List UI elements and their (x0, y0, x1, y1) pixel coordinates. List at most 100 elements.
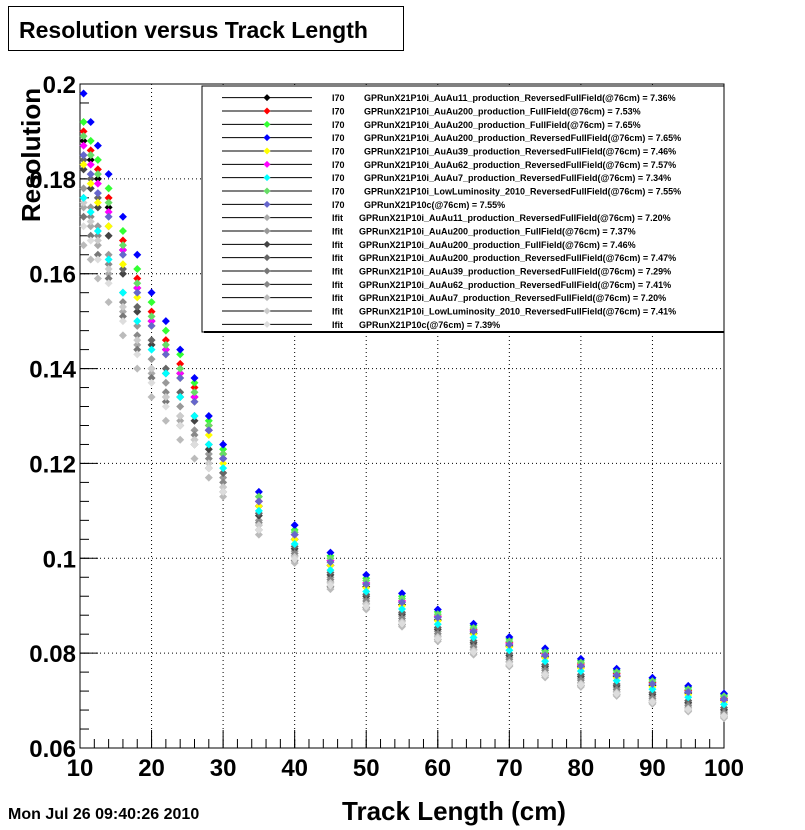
data-point (147, 321, 156, 330)
legend-label: GPRunX21P10i_AuAu200_production_FullFiel… (364, 107, 641, 117)
data-point (104, 208, 113, 217)
data-point (118, 288, 127, 297)
data-point (147, 307, 156, 316)
legend-label: GPRunX21P10i_LowLuminosity_2010_Reversed… (359, 307, 676, 317)
data-point (161, 369, 170, 378)
data-point (133, 321, 142, 330)
data-point (720, 700, 728, 709)
data-point (79, 198, 88, 207)
legend-method: Ifit (332, 213, 343, 223)
data-point (104, 279, 113, 288)
data-point (219, 478, 228, 487)
data-point (433, 613, 442, 622)
data-point (104, 203, 113, 212)
data-point (79, 241, 88, 250)
data-point (161, 393, 170, 402)
data-point (190, 397, 199, 406)
data-point (190, 426, 199, 435)
legend-method: I70 (332, 93, 345, 103)
data-point (133, 293, 142, 302)
legend-label: GPRunX21P10i_AuAu7_production_ReversedFu… (364, 173, 671, 183)
legend-method: I70 (332, 120, 345, 130)
data-point (104, 212, 113, 221)
data-point (161, 350, 170, 359)
data-point (79, 184, 88, 193)
data-point (576, 680, 585, 689)
legend-label: GPRunX21P10i_AuAu39_production_ReversedF… (359, 267, 671, 277)
legend-marker (263, 160, 271, 168)
chart-title: Resolution versus Track Length (19, 17, 368, 43)
data-point (254, 492, 263, 501)
data-point (79, 222, 88, 231)
data-point (86, 222, 95, 231)
legend-marker (263, 134, 271, 142)
data-point (190, 435, 199, 444)
y-tick-label: 0.2 (43, 72, 76, 99)
data-point (161, 345, 170, 354)
data-point (176, 412, 185, 420)
data-point (176, 369, 185, 378)
data-point (133, 350, 142, 359)
data-point (190, 440, 199, 449)
data-point (79, 203, 88, 212)
data-point (204, 454, 213, 463)
data-point (290, 521, 299, 530)
y-tick-label: 0.06 (29, 736, 76, 763)
legend-label: GPRunX21P10i_AuAu200_production_FullFiel… (364, 120, 641, 130)
data-point (104, 264, 113, 273)
data-point (190, 374, 199, 383)
data-point (176, 345, 185, 354)
data-point (86, 117, 95, 126)
legend-box (201, 85, 725, 333)
x-tick-label: 100 (704, 755, 744, 782)
data-point (147, 312, 156, 321)
legend-label: GPRunX21P10i_AuAu200_production_FullFiel… (359, 240, 636, 250)
legend-marker (263, 320, 271, 328)
x-tick-label: 90 (639, 755, 666, 782)
data-point (190, 383, 199, 392)
data-point (161, 336, 170, 345)
data-point (398, 589, 406, 598)
data-point (505, 633, 514, 642)
data-point (326, 581, 335, 590)
data-point (161, 317, 170, 326)
data-point (118, 307, 127, 316)
data-point (147, 378, 156, 387)
data-point (161, 326, 170, 335)
legend-marker (263, 267, 271, 275)
data-point (118, 212, 127, 221)
data-point (86, 212, 95, 221)
data-point (190, 393, 199, 402)
legend-method: I70 (332, 173, 345, 183)
data-point (219, 468, 228, 477)
data-point (133, 250, 142, 259)
data-point (505, 660, 514, 669)
data-point (118, 331, 127, 340)
data-point (204, 421, 213, 430)
data-point (576, 667, 585, 676)
data-point (93, 155, 102, 164)
data-point (290, 540, 299, 549)
data-point (79, 151, 88, 160)
x-tick-label: 20 (138, 755, 165, 782)
data-point (93, 231, 102, 240)
data-point (93, 141, 102, 150)
data-point (290, 535, 299, 544)
data-point (469, 627, 478, 636)
data-point (219, 473, 228, 482)
data-point (93, 198, 102, 207)
data-point (398, 605, 406, 614)
data-point (176, 402, 185, 411)
data-point (190, 454, 199, 463)
data-point (204, 440, 213, 449)
legend-method: I70 (332, 107, 345, 117)
y-tick-label: 0.16 (29, 262, 76, 289)
data-point (86, 203, 95, 212)
data-point (93, 193, 102, 202)
legend-marker (263, 107, 271, 115)
data-point (79, 132, 88, 141)
data-point (219, 483, 228, 492)
data-point (147, 317, 156, 326)
data-point (176, 364, 185, 373)
data-point (133, 283, 142, 292)
